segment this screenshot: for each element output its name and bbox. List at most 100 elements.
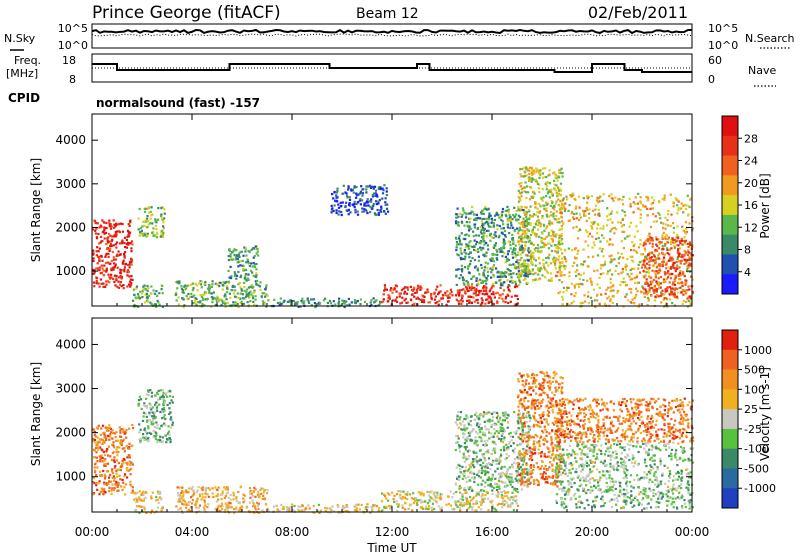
echo-cell bbox=[539, 251, 542, 254]
echo-cell bbox=[130, 275, 133, 278]
echo-cell bbox=[545, 201, 548, 204]
echo-cell bbox=[198, 282, 201, 285]
echo-cell bbox=[661, 289, 664, 292]
echo-cell bbox=[644, 282, 647, 285]
echo-cell bbox=[617, 262, 620, 265]
echo-cell bbox=[364, 507, 367, 510]
echo-cell bbox=[197, 506, 200, 509]
echo-cell bbox=[259, 492, 263, 495]
echo-cell bbox=[207, 286, 211, 289]
echo-cell bbox=[156, 498, 159, 501]
echo-cell bbox=[102, 282, 105, 285]
echo-cell bbox=[154, 403, 157, 406]
echo-cell bbox=[495, 267, 498, 270]
echo-cell bbox=[659, 263, 662, 267]
echo-cell bbox=[396, 503, 399, 506]
echo-cell bbox=[524, 278, 527, 281]
echo-cell bbox=[689, 303, 692, 306]
echo-cell bbox=[548, 220, 551, 223]
echo-cell bbox=[124, 251, 127, 254]
echo-cell bbox=[508, 432, 511, 435]
echo-cell bbox=[657, 247, 660, 250]
echo-cell bbox=[609, 281, 612, 284]
echo-cell bbox=[518, 412, 521, 415]
echo-cell bbox=[180, 287, 183, 290]
echo-cell bbox=[597, 223, 600, 226]
echo-cell bbox=[626, 273, 629, 276]
echo-cell bbox=[145, 232, 148, 236]
echo-cell bbox=[496, 258, 499, 261]
echo-cell bbox=[94, 463, 97, 466]
echo-cell bbox=[655, 220, 658, 223]
echo-cell bbox=[344, 510, 347, 513]
echo-cell bbox=[532, 273, 535, 276]
echo-cell bbox=[139, 231, 142, 234]
echo-cell bbox=[120, 277, 123, 280]
echo-cell bbox=[535, 170, 538, 173]
echo-cell bbox=[663, 198, 666, 202]
echo-cell bbox=[549, 272, 553, 275]
echo-cell bbox=[460, 243, 463, 246]
echo-cell bbox=[130, 247, 133, 250]
echo-cell bbox=[509, 219, 512, 222]
echo-cell bbox=[662, 278, 665, 281]
echo-cell bbox=[106, 237, 109, 240]
echo-cell bbox=[366, 201, 369, 204]
echo-cell bbox=[116, 285, 119, 288]
echo-cell bbox=[113, 479, 116, 482]
echo-cell bbox=[439, 495, 442, 498]
echo-cell bbox=[673, 293, 676, 296]
echo-cell bbox=[658, 262, 661, 266]
echo-cell bbox=[663, 194, 666, 197]
echo-cell bbox=[340, 210, 343, 214]
echo-cell bbox=[501, 506, 504, 509]
echo-cell bbox=[461, 498, 464, 501]
echo-cell bbox=[466, 224, 469, 227]
echo-cell bbox=[610, 258, 613, 261]
echo-cell bbox=[461, 297, 464, 300]
echo-cell bbox=[507, 288, 510, 291]
echo-cell bbox=[347, 186, 350, 190]
echo-cell bbox=[509, 280, 512, 283]
echo-cell bbox=[524, 247, 527, 250]
echo-cell bbox=[369, 205, 372, 208]
echo-cell bbox=[668, 293, 671, 296]
echo-cell bbox=[613, 258, 616, 261]
echo-cell bbox=[233, 253, 236, 256]
echo-cell bbox=[490, 425, 493, 429]
echo-cell bbox=[688, 222, 691, 225]
echo-cell bbox=[514, 294, 517, 297]
echo-cell bbox=[121, 262, 124, 265]
echo-cell bbox=[656, 272, 660, 275]
echo-cell bbox=[161, 436, 164, 439]
echo-cell bbox=[541, 172, 544, 175]
echo-cell bbox=[110, 269, 113, 272]
echo-cell bbox=[347, 185, 350, 188]
echo-cell bbox=[212, 291, 215, 294]
echo-cell bbox=[92, 477, 95, 480]
echo-cell bbox=[662, 263, 665, 266]
echo-cell bbox=[520, 248, 523, 251]
echo-cell bbox=[330, 204, 333, 207]
echo-cell bbox=[119, 253, 122, 256]
echo-cell bbox=[521, 426, 524, 429]
echo-cell bbox=[468, 241, 471, 244]
echo-cell bbox=[255, 501, 259, 504]
echo-cell bbox=[527, 191, 530, 194]
echo-cell bbox=[162, 226, 165, 230]
echo-cell bbox=[461, 213, 464, 216]
echo-cell bbox=[528, 166, 531, 169]
echo-cell bbox=[665, 223, 668, 226]
echo-cell bbox=[669, 224, 672, 227]
echo-cell bbox=[360, 503, 363, 507]
echo-cell bbox=[609, 286, 612, 289]
echo-cell bbox=[229, 493, 232, 496]
echo-cell bbox=[175, 293, 178, 296]
echo-cell bbox=[168, 395, 172, 398]
echo-cell bbox=[378, 507, 381, 510]
echo-cell bbox=[190, 506, 193, 509]
echo-cell bbox=[500, 494, 503, 497]
echo-cell bbox=[654, 259, 657, 262]
echo-cell bbox=[240, 289, 243, 292]
echo-cell bbox=[276, 301, 279, 305]
